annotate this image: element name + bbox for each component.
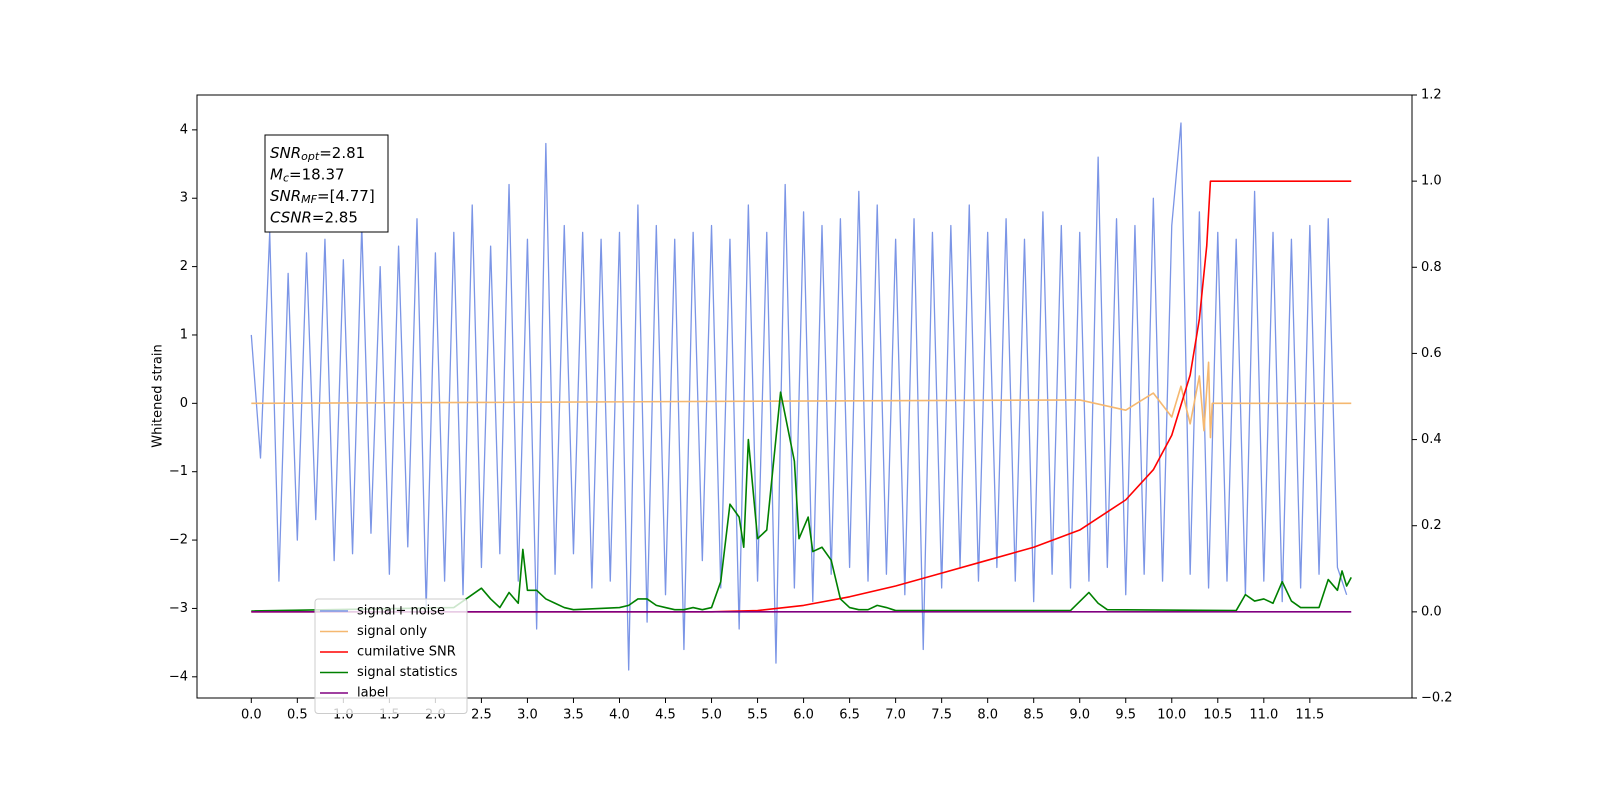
annotation-symbol: SNR <box>270 144 301 162</box>
x-tick-label: 8.0 <box>977 708 998 723</box>
annotation-text: =[4.77] <box>317 187 375 205</box>
x-tick-label: 11.0 <box>1249 708 1278 723</box>
y-tick-label: −4 <box>169 669 188 684</box>
y-tick-label: −2 <box>169 533 188 548</box>
annotation-symbol: SNR <box>270 187 301 205</box>
x-tick-label: 4.5 <box>655 708 676 723</box>
y-tick-label: −3 <box>169 601 188 616</box>
x-tick-label: 9.5 <box>1115 708 1136 723</box>
y2-tick-label: 0.0 <box>1421 604 1442 619</box>
annotation: SNRopt=2.81 <box>270 144 365 164</box>
annotation-text: =2.81 <box>319 144 365 162</box>
x-tick-label: 0.0 <box>241 708 262 723</box>
series-line <box>251 361 1352 439</box>
x-tick-label: 8.5 <box>1023 708 1044 723</box>
annotation-subscript: MF <box>301 193 317 206</box>
y-tick-label: 2 <box>180 259 188 274</box>
series-line <box>250 122 1348 671</box>
x-tick-label: 0.5 <box>287 708 308 723</box>
annotation-text: =18.37 <box>289 165 345 183</box>
x-tick-label: 5.5 <box>747 708 768 723</box>
x-tick-label: 6.0 <box>793 708 814 723</box>
x-tick-label: 10.0 <box>1157 708 1186 723</box>
legend-label: signal statistics <box>357 665 458 680</box>
annotation: Mc=18.37 <box>270 165 345 185</box>
series-line <box>251 391 1352 612</box>
series-line <box>251 180 1352 613</box>
x-tick-label: 10.5 <box>1203 708 1232 723</box>
x-tick-label: 2.5 <box>471 708 492 723</box>
plot-frame <box>196 94 1413 699</box>
y-tick-label: 3 <box>180 191 188 206</box>
y2-tick-label: 0.2 <box>1421 518 1442 533</box>
y2-tick-label: 0.8 <box>1421 260 1442 275</box>
x-tick-label: 6.5 <box>839 708 860 723</box>
y2-tick-label: −0.2 <box>1421 691 1453 706</box>
annotation-symbol: CSNR <box>270 208 312 226</box>
legend-label: cumilative SNR <box>357 645 456 660</box>
x-tick-label: 5.0 <box>701 708 722 723</box>
annotation-symbol: M <box>270 165 283 183</box>
y2-tick-label: 1.2 <box>1421 88 1442 103</box>
legend-label: signal+ noise <box>357 604 445 619</box>
annotation-box <box>264 134 389 233</box>
annotation-text: =2.85 <box>312 208 358 226</box>
annotation-subscript: opt <box>301 150 320 163</box>
legend-label: label <box>357 686 388 701</box>
x-tick-label: 11.5 <box>1295 708 1324 723</box>
annotation-subscript: c <box>283 172 289 185</box>
y2-tick-label: 0.6 <box>1421 346 1442 361</box>
legend-label: signal only <box>357 624 427 639</box>
y-tick-label: 1 <box>180 327 188 342</box>
x-tick-label: 3.5 <box>563 708 584 723</box>
legend-box <box>314 598 468 714</box>
y-tick-label: 0 <box>180 396 188 411</box>
x-tick-label: 7.5 <box>931 708 952 723</box>
x-tick-label: 9.0 <box>1069 708 1090 723</box>
x-tick-label: 7.0 <box>885 708 906 723</box>
y2-tick-label: 1.0 <box>1421 174 1442 189</box>
y2-tick-label: 0.4 <box>1421 432 1442 447</box>
annotation: SNRMF=[4.77] <box>270 187 375 207</box>
annotation: CSNR=2.85 <box>270 208 358 226</box>
y-tick-label: 4 <box>180 122 188 137</box>
y-axis-label: Whitened strain <box>151 344 166 447</box>
x-tick-label: 4.0 <box>609 708 630 723</box>
y-tick-label: −1 <box>169 464 188 479</box>
x-tick-label: 3.0 <box>517 708 538 723</box>
